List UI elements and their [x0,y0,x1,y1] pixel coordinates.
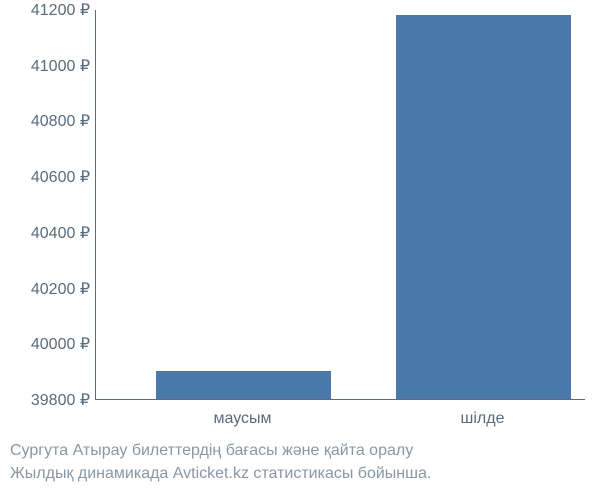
x-tick-label: маусым [213,410,271,428]
y-tick-label: 40600 ₽ [31,167,90,187]
caption-line-1: Сургута Атырау билеттердің бағасы және қ… [10,440,590,462]
y-tick-label: 41200 ₽ [31,0,90,20]
y-tick-label: 40000 ₽ [31,334,90,354]
plot-area [95,10,585,400]
bar [396,15,571,399]
y-axis: 39800 ₽40000 ₽40200 ₽40400 ₽40600 ₽40800… [0,0,95,400]
y-tick-label: 40400 ₽ [31,223,90,243]
y-tick-label: 41000 ₽ [31,56,90,76]
y-tick-label: 40800 ₽ [31,111,90,131]
x-tick-label: шілде [461,410,505,428]
bar [156,371,331,399]
x-axis-labels: маусым шілде [95,405,585,435]
caption-line-2: Жылдық динамикада Avticket.kz статистика… [10,463,590,485]
y-tick-label: 39800 ₽ [31,390,90,410]
y-tick-label: 40200 ₽ [31,279,90,299]
chart-caption: Сургута Атырау билеттердің бағасы және қ… [10,440,590,485]
chart-container: 39800 ₽ 40000 ₽ 40200 ₽ 40400 ₽ 40600 ₽ 40800… [0,0,600,500]
